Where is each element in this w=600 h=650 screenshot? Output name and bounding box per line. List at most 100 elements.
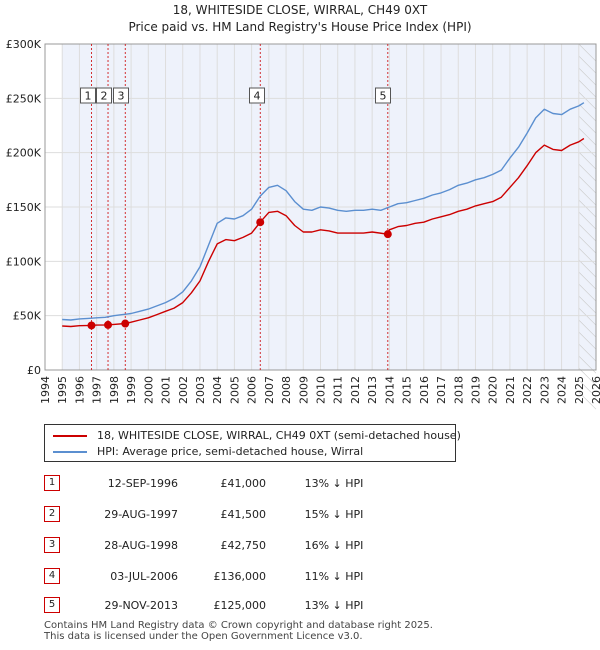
x-tick-label: 2025	[573, 376, 586, 404]
future-hatch-line	[578, 151, 597, 170]
x-tick-label: 2010	[315, 376, 328, 404]
chart-subtitle: Price paid vs. HM Land Registry's House …	[128, 20, 471, 34]
sale-number-box	[375, 87, 391, 104]
sale-point	[383, 230, 392, 239]
sale-number-label: 3	[118, 90, 125, 103]
future-hatch-line	[578, 367, 597, 386]
y-tick-label: £50K	[13, 310, 42, 323]
sale-date: 03-JUL-2006	[110, 570, 178, 583]
x-tick-label: 1999	[125, 376, 138, 404]
table-row: 5 29-NOV-2013 £125,000 13% ↓ HPI	[44, 597, 404, 615]
chart-legend: 18, WHITESIDE CLOSE, WIRRAL, CH49 0XT (s…	[44, 424, 461, 462]
future-hatch-line	[578, 79, 597, 98]
sale-hpi-diff: 13% ↓ HPI	[304, 599, 364, 612]
future-hatch-line	[578, 247, 597, 266]
sale-hpi-diff: 13% ↓ HPI	[304, 477, 364, 490]
table-row: 4 03-JUL-2006 £136,000 11% ↓ HPI	[44, 568, 404, 586]
property-series-line	[62, 137, 585, 328]
x-tick-label: 2011	[332, 376, 345, 404]
x-tick-label: 2015	[401, 376, 414, 404]
footer-line: Contains HM Land Registry data © Crown c…	[44, 620, 433, 631]
y-tick-label: £0	[27, 364, 41, 377]
table-row: 1 12-SEP-1996 £41,000 13% ↓ HPI	[44, 475, 404, 493]
future-hatch-line	[578, 283, 597, 302]
sale-date: 29-NOV-2013	[104, 599, 178, 612]
sale-point	[87, 321, 96, 330]
chart-title: 18, WHITESIDE CLOSE, WIRRAL, CH49 0XT	[173, 3, 428, 17]
x-tick-label: 2002	[177, 376, 190, 404]
legend-label-hpi: HPI: Average price, semi-detached house,…	[97, 445, 364, 458]
future-hatch-line	[578, 295, 597, 314]
future-hatch-line	[578, 331, 597, 350]
future-hatch-line	[578, 103, 597, 122]
sale-number-badge: 3	[44, 537, 60, 553]
future-hatch-line	[578, 163, 597, 182]
x-tick-label: 2019	[469, 376, 482, 404]
future-hatch-line	[578, 307, 597, 326]
sale-number-label: 5	[380, 90, 387, 103]
future-hatch-line	[578, 127, 597, 146]
x-tick-label: 1995	[56, 376, 69, 404]
y-tick-label: £250K	[6, 92, 42, 105]
future-hatch-line	[578, 91, 597, 110]
legend-swatch-hpi	[53, 451, 87, 453]
x-tick-label: 2001	[160, 376, 173, 404]
sale-number-badge: 5	[44, 597, 60, 613]
x-tick-label: 2008	[280, 376, 293, 404]
sale-hpi-diff: 11% ↓ HPI	[304, 570, 364, 583]
x-tick-label: 2024	[556, 376, 569, 404]
sale-point	[256, 218, 265, 227]
sale-date: 12-SEP-1996	[107, 477, 178, 490]
sale-number-label: 2	[101, 90, 108, 103]
future-hatch-line	[578, 343, 597, 362]
sale-number-box	[249, 87, 265, 104]
plot-frame	[44, 43, 597, 371]
sale-hpi-diff: 15% ↓ HPI	[304, 508, 364, 521]
sale-point	[104, 320, 113, 329]
sale-date: 29-AUG-1997	[104, 508, 178, 521]
x-tick-label: 1994	[39, 376, 52, 404]
footer-attribution: Contains HM Land Registry data © Crown c…	[44, 620, 433, 642]
sale-number-label: 4	[254, 90, 261, 103]
sale-number-box	[96, 87, 112, 104]
y-tick-label: £300K	[6, 38, 42, 51]
future-hatch-line	[578, 187, 597, 206]
future-hatch-line	[578, 379, 597, 398]
x-tick-label: 2016	[418, 376, 431, 404]
x-tick-label: 2006	[246, 376, 259, 404]
future-hatch-line	[578, 319, 597, 338]
future-hatch-line	[578, 55, 597, 74]
sale-date: 28-AUG-1998	[104, 539, 178, 552]
x-tick-label: 2017	[435, 376, 448, 404]
x-tick-label: 1998	[108, 376, 121, 404]
future-hatch-line	[578, 211, 597, 230]
sale-price: £136,000	[213, 570, 267, 583]
table-row: 3 28-AUG-1998 £42,750 16% ↓ HPI	[44, 537, 404, 555]
future-hatch-line	[578, 199, 597, 218]
x-tick-label: 2023	[538, 376, 551, 404]
x-tick-label: 2013	[366, 376, 379, 404]
sale-number-badge: 1	[44, 475, 60, 491]
future-hatch-line	[578, 67, 597, 86]
future-hatch-line	[578, 259, 597, 278]
sale-price: £125,000	[213, 599, 267, 612]
x-tick-label: 2021	[504, 376, 517, 404]
sale-number-badge: 4	[44, 568, 60, 584]
sale-number-box	[80, 87, 96, 104]
future-hatch-line	[578, 139, 597, 158]
x-tick-label: 2012	[349, 376, 362, 404]
future-hatch-line	[578, 175, 597, 194]
sale-point	[121, 319, 130, 328]
y-tick-label: £100K	[6, 255, 42, 268]
future-hatch-line	[578, 271, 597, 290]
sale-price: £41,500	[220, 508, 267, 521]
x-tick-label: 2009	[297, 376, 310, 404]
hpi-series-line	[62, 102, 585, 321]
x-tick-label: 2018	[452, 376, 465, 404]
sale-number-box	[113, 87, 129, 104]
future-hatch-line	[578, 115, 597, 134]
future-hatch-line	[578, 223, 597, 242]
x-tick-label: 2020	[487, 376, 500, 404]
price-chart: 18, WHITESIDE CLOSE, WIRRAL, CH49 0XT Pr…	[6, 3, 600, 410]
sale-hpi-diff: 16% ↓ HPI	[304, 539, 364, 552]
